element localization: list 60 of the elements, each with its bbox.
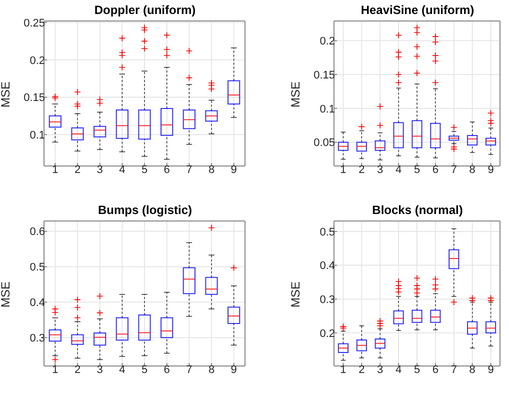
x-tick-label: 7 bbox=[186, 364, 192, 376]
x-tick-label: 2 bbox=[358, 164, 365, 176]
y-tick-label: 0.5 bbox=[320, 226, 335, 238]
x-tick-label: 4 bbox=[119, 164, 126, 176]
x-tick-label: 2 bbox=[74, 364, 81, 376]
x-tick-label: 6 bbox=[432, 164, 439, 176]
x-tick-label: 6 bbox=[164, 364, 170, 376]
x-tick-label: 1 bbox=[52, 164, 58, 176]
chart-title: Blocks (normal) bbox=[371, 203, 464, 217]
chart-title: HeaviSine (uniform) bbox=[360, 3, 476, 17]
y-tick-label: 0.15 bbox=[314, 69, 335, 82]
x-tick-label: 1 bbox=[340, 364, 346, 376]
x-tick-label: 5 bbox=[141, 164, 148, 176]
y-tick-label: 0.3 bbox=[320, 294, 335, 306]
y-axis-title: MSE bbox=[288, 281, 302, 308]
x-tick-label: 8 bbox=[469, 364, 476, 376]
y-tick-label: 0.1 bbox=[320, 103, 335, 116]
x-tick-label: 7 bbox=[450, 364, 457, 376]
y-tick-label: 0.4 bbox=[30, 297, 45, 310]
x-tick-label: 3 bbox=[96, 364, 103, 376]
x-tick-label: 3 bbox=[377, 364, 384, 376]
x-tick-label: 5 bbox=[414, 164, 420, 176]
x-tick-label: 9 bbox=[488, 164, 494, 176]
x-tick-label: 5 bbox=[414, 364, 420, 376]
x-tick-label: 4 bbox=[395, 164, 402, 176]
y-tick-label: 0.2 bbox=[320, 36, 335, 48]
y-tick-label: 0.15 bbox=[24, 92, 45, 104]
x-tick-label: 1 bbox=[52, 364, 58, 376]
x-tick-label: 2 bbox=[358, 364, 365, 376]
x-tick-label: 9 bbox=[230, 364, 237, 376]
x-tick-label: 3 bbox=[377, 164, 384, 176]
y-tick-label: 0.6 bbox=[30, 226, 45, 238]
x-tick-label: 3 bbox=[96, 164, 103, 176]
y-tick-label: 0.05 bbox=[314, 137, 335, 150]
x-tick-label: 1 bbox=[340, 164, 346, 176]
y-axis-title: MSE bbox=[288, 81, 302, 108]
x-tick-label: 9 bbox=[488, 364, 494, 376]
y-tick-label: 0.25 bbox=[24, 17, 45, 30]
y-axis-title: MSE bbox=[0, 81, 12, 108]
y-tick-label: 0.2 bbox=[320, 328, 335, 340]
y-tick-label: 0.2 bbox=[30, 54, 45, 67]
x-tick-label: 6 bbox=[432, 364, 439, 376]
x-tick-label: 6 bbox=[164, 164, 170, 176]
y-axis-title: MSE bbox=[0, 281, 12, 308]
y-tick-label: 0.3 bbox=[30, 332, 45, 345]
chart-title: Doppler (uniform) bbox=[93, 3, 197, 17]
y-tick-label: 0.5 bbox=[30, 262, 45, 274]
x-tick-label: 7 bbox=[186, 164, 192, 176]
x-tick-label: 2 bbox=[74, 164, 81, 176]
x-tick-label: 5 bbox=[141, 364, 148, 376]
x-tick-label: 8 bbox=[208, 164, 215, 176]
x-tick-label: 8 bbox=[208, 364, 215, 376]
y-tick-label: 0.1 bbox=[30, 130, 45, 142]
x-tick-label: 8 bbox=[469, 164, 476, 176]
chart-title: Bumps (logistic) bbox=[96, 203, 193, 217]
x-tick-label: 7 bbox=[450, 164, 457, 176]
y-tick-label: 0.4 bbox=[320, 260, 335, 272]
x-tick-label: 4 bbox=[395, 364, 402, 376]
x-tick-label: 9 bbox=[230, 164, 237, 176]
x-tick-label: 4 bbox=[119, 364, 126, 376]
